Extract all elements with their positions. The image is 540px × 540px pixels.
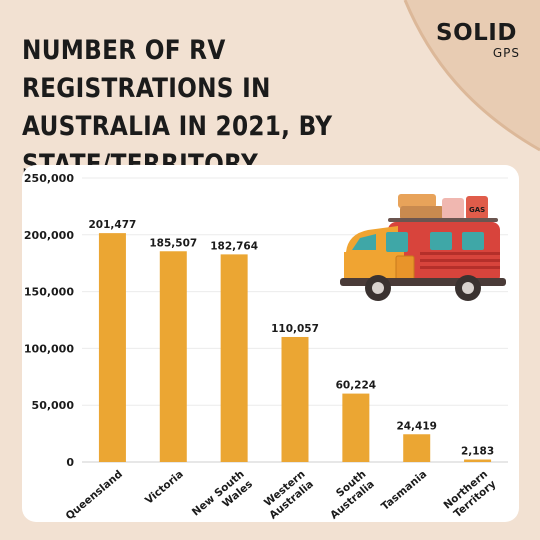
- bar-value-label: 182,764: [210, 240, 258, 252]
- bar: [403, 434, 431, 462]
- y-tick-label: 150,000: [24, 286, 74, 299]
- bar-value-label: 2,183: [461, 446, 494, 458]
- bar: [159, 251, 187, 462]
- bar-value-label: 185,507: [149, 237, 197, 249]
- logo-brand: SOLID: [436, 20, 517, 46]
- bar-value-label: 60,224: [336, 380, 377, 392]
- x-tick-label: Victoria: [143, 468, 186, 507]
- bar-chart: 0 50,000 100,000 150,000 200,000 250,000 201,…: [24, 172, 508, 522]
- x-tick-label: Tasmania: [379, 468, 429, 513]
- y-axis-ticks: 0 50,000 100,000 150,000 200,000 250,000: [24, 172, 74, 469]
- bar: [220, 254, 248, 462]
- x-tick-label-line: Victoria: [143, 468, 186, 507]
- gas-sign: GAS: [469, 206, 485, 214]
- x-tick-label: Queensland: [64, 468, 125, 522]
- bar: [464, 459, 492, 462]
- page-title: NUMBER OF RV REGISTRATIONS IN AUSTRALIA …: [22, 35, 333, 180]
- logo-sub: GPS: [492, 46, 520, 60]
- y-tick-label: 200,000: [24, 229, 74, 242]
- camper-van-icon: GAS: [340, 194, 506, 301]
- bar-value-label: 24,419: [396, 420, 437, 432]
- x-tick-label-line: Queensland: [64, 468, 125, 522]
- bars: 201,477 185,507 182,764 110,057 60,224 24,419…: [89, 219, 494, 462]
- y-tick-label: 100,000: [24, 342, 74, 355]
- bar-value-label: 201,477: [89, 219, 137, 231]
- x-tick-label-line: Tasmania: [379, 468, 429, 513]
- bar: [98, 233, 126, 462]
- y-tick-label: 250,000: [24, 172, 74, 185]
- bar: [281, 336, 309, 462]
- y-tick-label: 0: [66, 456, 74, 469]
- bar: [342, 393, 370, 462]
- solid-gps-logo: SOLID GPS: [436, 20, 528, 66]
- y-tick-label: 50,000: [32, 399, 75, 412]
- bar-value-label: 110,057: [271, 323, 319, 335]
- chart-panel: 0 50,000 100,000 150,000 200,000 250,000 201,…: [22, 165, 519, 522]
